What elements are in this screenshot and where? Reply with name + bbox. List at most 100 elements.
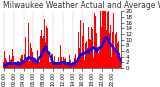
Bar [11, 58, 12, 68]
Bar [94, 13, 95, 68]
Bar [31, 48, 32, 68]
Bar [46, 26, 47, 68]
Bar [5, 58, 6, 68]
Bar [97, 47, 98, 68]
Bar [88, 27, 89, 68]
Bar [55, 62, 56, 68]
Bar [23, 61, 24, 68]
Bar [45, 42, 46, 68]
Bar [43, 36, 44, 68]
Bar [4, 51, 5, 68]
Bar [8, 64, 9, 68]
Bar [106, 30, 107, 68]
Bar [32, 52, 33, 68]
Bar [18, 61, 19, 68]
Bar [109, 33, 110, 68]
Bar [29, 61, 30, 68]
Bar [63, 57, 64, 68]
Bar [91, 27, 92, 68]
Bar [26, 58, 27, 68]
Bar [25, 37, 26, 68]
Bar [105, 11, 106, 68]
Bar [61, 57, 62, 68]
Bar [117, 43, 118, 68]
Bar [80, 20, 81, 68]
Text: Milwaukee Weather Actual and Average Wind Speed by Minute mph (Last 24 Hours): Milwaukee Weather Actual and Average Win… [4, 1, 160, 10]
Bar [65, 58, 66, 68]
Bar [37, 50, 38, 68]
Bar [53, 62, 54, 68]
Bar [35, 58, 36, 68]
Bar [73, 62, 74, 68]
Bar [110, 25, 111, 68]
Bar [98, 53, 99, 68]
Bar [112, 32, 113, 68]
Bar [24, 54, 25, 68]
Bar [111, 42, 112, 68]
Bar [57, 63, 58, 68]
Bar [75, 59, 76, 68]
Bar [86, 41, 87, 68]
Bar [66, 63, 67, 68]
Bar [70, 60, 71, 68]
Bar [67, 62, 68, 68]
Bar [92, 29, 93, 68]
Bar [36, 63, 37, 68]
Bar [50, 62, 51, 68]
Bar [47, 28, 48, 68]
Bar [101, 27, 102, 68]
Bar [87, 48, 88, 68]
Bar [51, 54, 52, 68]
Bar [71, 64, 72, 68]
Bar [56, 62, 57, 68]
Bar [34, 60, 35, 68]
Bar [15, 63, 16, 68]
Bar [44, 19, 45, 68]
Bar [103, 11, 104, 68]
Bar [20, 58, 21, 68]
Bar [16, 62, 17, 68]
Bar [6, 60, 7, 68]
Bar [104, 11, 105, 68]
Bar [90, 40, 91, 68]
Bar [108, 11, 109, 68]
Bar [72, 62, 73, 68]
Bar [113, 13, 114, 68]
Bar [58, 57, 59, 68]
Bar [114, 51, 115, 68]
Bar [116, 32, 117, 68]
Bar [52, 62, 53, 68]
Bar [78, 32, 79, 68]
Bar [13, 56, 14, 68]
Bar [39, 52, 40, 68]
Bar [85, 43, 86, 68]
Bar [27, 57, 28, 68]
Bar [118, 41, 119, 68]
Bar [28, 23, 29, 68]
Bar [89, 39, 90, 68]
Bar [54, 56, 55, 68]
Bar [68, 63, 69, 68]
Bar [17, 61, 18, 68]
Bar [79, 48, 80, 68]
Bar [48, 52, 49, 68]
Bar [60, 45, 61, 68]
Bar [83, 23, 84, 68]
Bar [69, 55, 70, 68]
Bar [84, 60, 85, 68]
Bar [49, 62, 50, 68]
Bar [119, 53, 120, 68]
Bar [107, 12, 108, 68]
Bar [22, 55, 23, 68]
Bar [74, 58, 75, 68]
Bar [41, 30, 42, 68]
Bar [102, 11, 103, 68]
Bar [30, 43, 31, 68]
Bar [9, 55, 10, 68]
Bar [7, 63, 8, 68]
Bar [96, 33, 97, 68]
Bar [99, 51, 100, 68]
Bar [82, 36, 83, 68]
Bar [59, 63, 60, 68]
Bar [10, 60, 11, 68]
